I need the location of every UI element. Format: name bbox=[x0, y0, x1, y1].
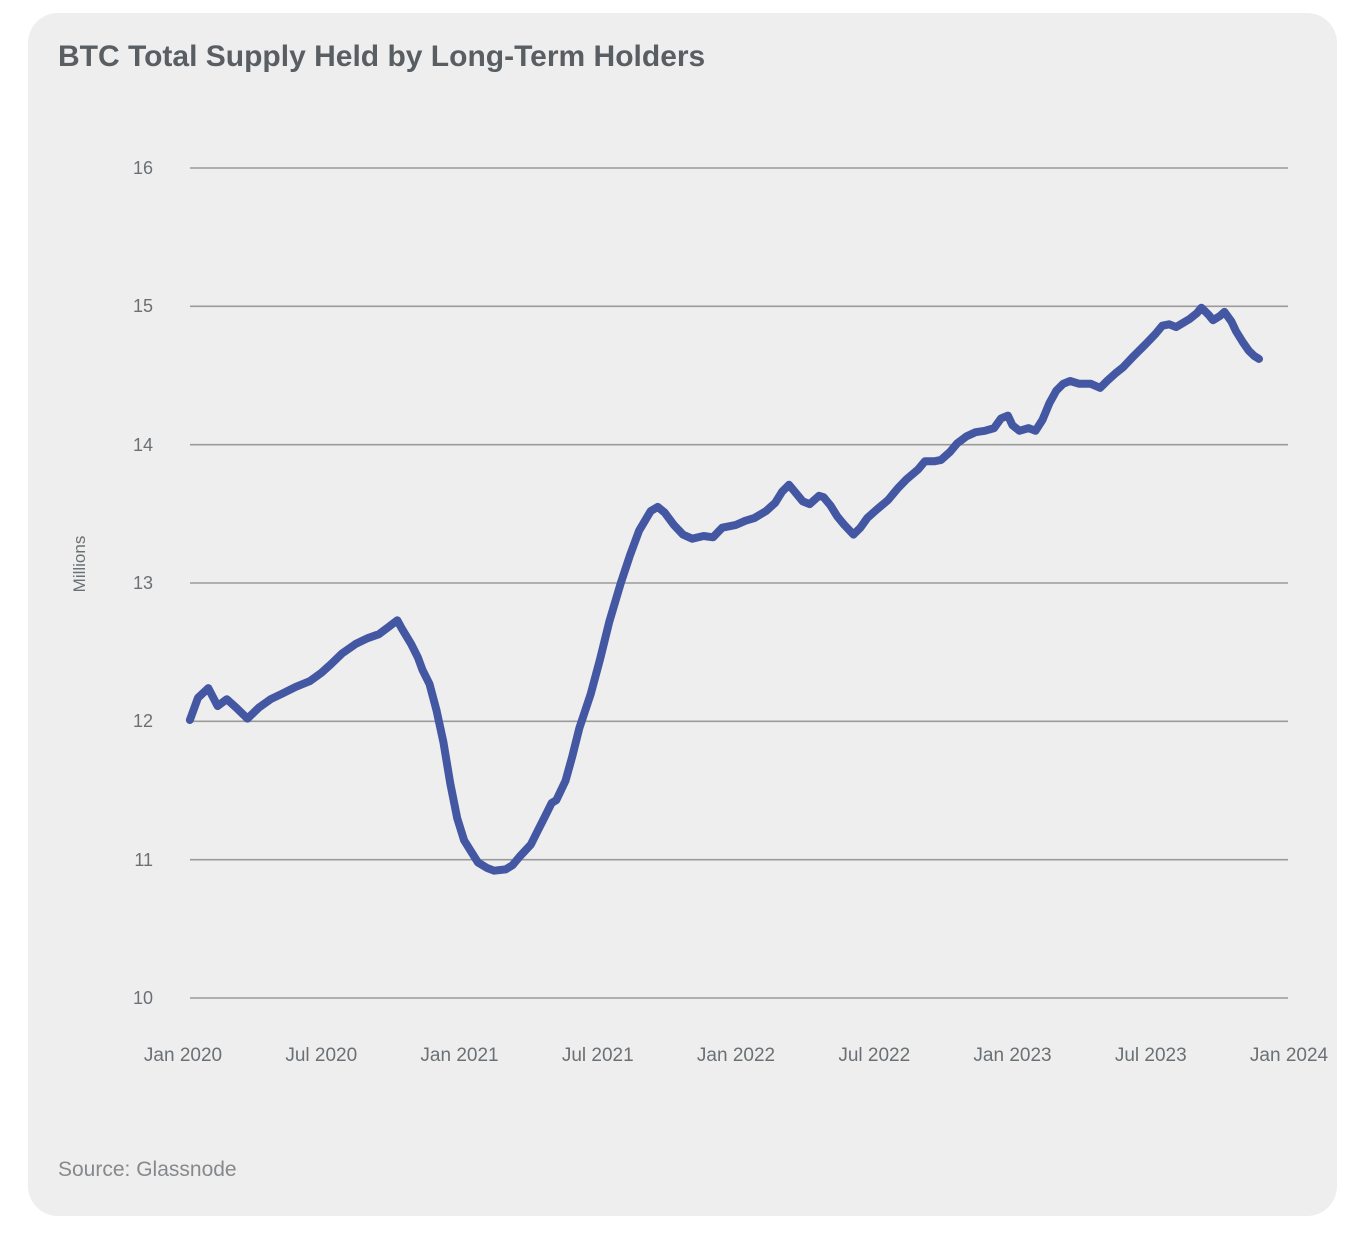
y-tick-label: 10 bbox=[132, 988, 153, 1008]
source-note: Source: Glassnode bbox=[58, 1158, 237, 1181]
gridlines bbox=[190, 167, 1288, 999]
y-tick-label: 15 bbox=[132, 296, 153, 317]
x-tick-label: Jan 2024 bbox=[1249, 1045, 1329, 1066]
x-tick-label: Jan 2022 bbox=[696, 1045, 776, 1066]
chart-card bbox=[28, 13, 1337, 1216]
y-tick-label: 16 bbox=[132, 158, 153, 178]
chart-title: BTC Total Supply Held by Long-Term Holde… bbox=[58, 40, 706, 73]
x-tick-label: Jul 2020 bbox=[285, 1045, 358, 1066]
x-tick-label: Jan 2020 bbox=[143, 1045, 223, 1066]
y-axis-title: Millions bbox=[70, 535, 89, 593]
x-tick-label: Jan 2023 bbox=[973, 1045, 1052, 1066]
series-line bbox=[185, 303, 1263, 875]
x-tick-label: Jul 2023 bbox=[1114, 1045, 1187, 1066]
y-tick-label: 11 bbox=[134, 849, 153, 870]
x-tick-label: Jul 2022 bbox=[838, 1045, 911, 1066]
x-tick-label: Jul 2021 bbox=[561, 1045, 634, 1066]
y-tick-label: 14 bbox=[132, 434, 153, 455]
y-tick-label: 12 bbox=[132, 711, 153, 732]
x-tick-label: Jan 2021 bbox=[420, 1045, 499, 1066]
y-tick-label: 13 bbox=[132, 573, 153, 593]
